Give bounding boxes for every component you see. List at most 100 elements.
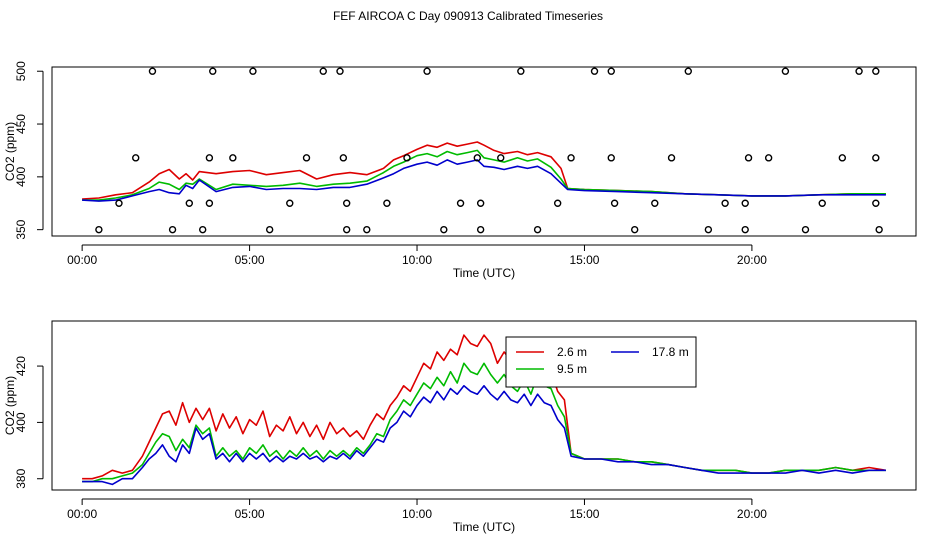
calibration-points xyxy=(95,67,883,234)
x-tick-label: 00:00 xyxy=(67,253,97,267)
calibration-point xyxy=(667,154,676,162)
calibration-point xyxy=(684,67,692,75)
calibration-point xyxy=(741,225,749,234)
calibration-point xyxy=(403,154,411,162)
calibration-point xyxy=(610,199,619,207)
legend-label: 2.6 m xyxy=(557,345,587,359)
calibration-point xyxy=(590,67,599,75)
calibration-point xyxy=(185,199,194,207)
calibration-point xyxy=(872,154,880,162)
calibration-point xyxy=(209,67,217,75)
chart-panel-1: 00:00 05:00 10:00 15:00 20:00 Time (UTC) 350 40… xyxy=(3,61,917,280)
series-line-9-5-m xyxy=(82,362,886,483)
y-tick-label: 450 xyxy=(14,114,28,134)
y-axis-label: CO2 (ppm) xyxy=(3,376,17,435)
calibration-point xyxy=(440,225,448,234)
calibration-point xyxy=(476,225,485,234)
calibration-point xyxy=(319,67,327,75)
x-tick-label: 20:00 xyxy=(737,253,767,267)
calibration-point xyxy=(855,67,863,75)
calibration-point xyxy=(476,199,485,207)
x-tick-label: 00:00 xyxy=(67,507,97,521)
calibration-point xyxy=(265,225,274,234)
calibration-point xyxy=(630,225,639,234)
y-tick-label: 420 xyxy=(14,356,28,376)
series-line-17-8-m xyxy=(82,159,886,202)
series-line-9-5-m xyxy=(82,149,886,201)
series-line-2-6-m xyxy=(82,141,886,200)
series-line-2-6-m xyxy=(82,334,887,480)
x-tick-label: 05:00 xyxy=(235,253,265,267)
calibration-point xyxy=(132,154,140,162)
series-line-17-8-m xyxy=(82,384,886,486)
calibration-point xyxy=(95,225,103,234)
y-tick-label: 500 xyxy=(14,61,28,81)
calibration-point xyxy=(567,154,575,162)
calibration-point xyxy=(651,199,659,207)
legend-label: 17.8 m xyxy=(652,345,689,359)
calibration-point xyxy=(704,225,713,234)
x-tick-label: 20:00 xyxy=(737,507,767,521)
chart-main-title: FEF AIRCOA C Day 090913 Calibrated Times… xyxy=(332,9,604,23)
calibration-point xyxy=(168,225,177,234)
calibration-point xyxy=(801,225,810,234)
calibration-point xyxy=(553,199,562,207)
calibration-point xyxy=(115,199,123,207)
x-tick-label: 15:00 xyxy=(569,253,599,267)
calibration-point xyxy=(383,199,391,207)
calibration-point xyxy=(872,67,880,75)
plot-frame xyxy=(51,320,917,491)
calibration-point xyxy=(818,199,826,207)
calibration-point xyxy=(198,225,207,234)
calibration-point xyxy=(302,154,311,162)
y-tick-label: 380 xyxy=(14,468,28,488)
calibration-point xyxy=(205,154,214,162)
calibration-point xyxy=(423,67,431,75)
x-tick-label: 10:00 xyxy=(402,507,432,521)
y-tick-label: 400 xyxy=(14,412,28,432)
calibration-point xyxy=(764,154,773,162)
x-axis-label: Time (UTC) xyxy=(453,266,515,280)
calibration-point xyxy=(744,154,753,162)
calibration-point xyxy=(249,67,257,75)
calibration-point xyxy=(205,199,214,207)
legend-label: 9.5 m xyxy=(557,362,587,376)
calibration-point xyxy=(342,225,351,234)
legend: 2.6 m 9.5 m 17.8 m xyxy=(505,336,697,388)
calibration-point xyxy=(148,67,157,75)
calibration-point xyxy=(607,67,615,75)
calibration-point xyxy=(875,225,883,234)
calibration-point xyxy=(607,154,615,162)
calibration-point xyxy=(838,154,847,162)
y-axis: 350 400 450 500 CO2 (ppm) xyxy=(3,61,44,240)
calibration-point xyxy=(473,154,482,162)
x-axis: 00:00 05:00 10:00 15:00 20:00 Time (UTC) xyxy=(67,244,767,280)
calibration-point xyxy=(363,225,371,234)
calibration-point xyxy=(533,225,542,234)
y-tick-label: 400 xyxy=(14,167,28,187)
calibration-point xyxy=(336,67,344,75)
plot-frame xyxy=(51,66,917,237)
x-axis-label: Time (UTC) xyxy=(453,520,515,534)
calibration-point xyxy=(286,199,294,207)
calibration-point xyxy=(497,154,505,162)
x-tick-label: 10:00 xyxy=(402,253,432,267)
calibration-point xyxy=(517,67,525,75)
chart-panel-2: 00:00 05:00 10:00 15:00 20:00 Time (UTC) 380 40… xyxy=(3,320,917,534)
calibration-point xyxy=(339,154,348,162)
y-tick-label: 350 xyxy=(14,219,28,239)
calibration-point xyxy=(342,199,351,207)
calibration-point xyxy=(872,199,880,207)
x-tick-label: 05:00 xyxy=(235,507,265,521)
calibration-point xyxy=(721,199,729,207)
calibration-point xyxy=(229,154,237,162)
x-tick-label: 15:00 xyxy=(569,507,599,521)
calibration-point xyxy=(456,199,465,207)
calibration-point xyxy=(741,199,749,207)
calibration-point xyxy=(781,67,790,75)
x-axis: 00:00 05:00 10:00 15:00 20:00 Time (UTC) xyxy=(67,498,767,534)
legend-box xyxy=(505,336,697,388)
y-axis-label: CO2 (ppm) xyxy=(3,122,17,181)
